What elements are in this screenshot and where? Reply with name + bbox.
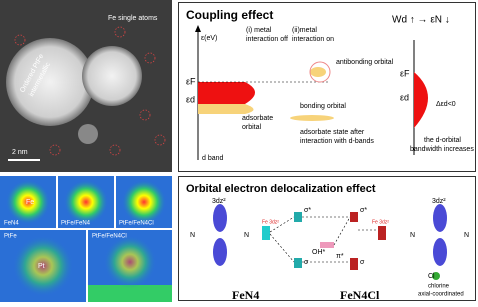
label: Cl — [428, 273, 435, 280]
label: adsorbate — [242, 115, 273, 122]
label: N — [464, 232, 469, 239]
shape — [213, 238, 227, 266]
label: σ* — [304, 207, 311, 214]
label: axial-coordinated — [418, 292, 464, 298]
page: {"micrograph": {"label_line1": "Ordered … — [0, 0, 478, 302]
shape — [320, 242, 334, 248]
shape — [213, 204, 227, 232]
shape — [350, 258, 358, 270]
label: N — [190, 232, 195, 239]
shape — [78, 124, 98, 144]
label: adsorbate state after — [300, 129, 365, 136]
shape — [262, 226, 270, 240]
shape — [310, 67, 326, 77]
label: antibonding orbital — [336, 59, 394, 66]
label: FeN4Cl — [340, 288, 380, 302]
label: PtFe/FeN4Cl — [92, 234, 127, 240]
shape — [294, 258, 302, 268]
label: PtFe/FeN4 — [61, 221, 91, 227]
label: σ — [360, 259, 365, 266]
label: εd — [400, 92, 409, 102]
label: (ii)metal — [292, 27, 317, 34]
label: N — [410, 232, 415, 239]
label: Orbital electron delocalization effect — [186, 183, 376, 195]
label: εF — [400, 68, 410, 78]
label: FeN4 — [4, 221, 19, 227]
shape — [104, 236, 156, 288]
shape — [198, 82, 255, 104]
label: Fe — [26, 199, 34, 206]
label: Coupling effect — [186, 8, 273, 22]
shape — [6, 38, 94, 126]
label: bonding orbital — [300, 103, 346, 110]
label: N — [244, 232, 249, 239]
label: 2 nm — [12, 149, 28, 156]
shape — [433, 204, 447, 232]
group — [0, 176, 172, 302]
label: εF — [186, 76, 196, 86]
shape — [122, 180, 166, 224]
figure: Ordered PtFe intermetallic Fe single ato… — [0, 0, 478, 302]
shape — [350, 212, 358, 222]
label: the d-orbital — [424, 137, 461, 144]
label: Wd ↑ → εN ↓ — [392, 15, 450, 26]
label: π* — [336, 253, 344, 260]
label: chlorine — [428, 284, 450, 290]
shape — [198, 104, 254, 114]
label: OH* — [312, 249, 326, 256]
label: ε(eV) — [201, 35, 217, 42]
shape — [290, 115, 334, 121]
label: 3dz² — [212, 198, 226, 205]
label: interaction off — [246, 36, 288, 43]
label: εd — [186, 94, 195, 104]
shape — [433, 238, 447, 266]
shape — [82, 46, 142, 106]
label: interaction on — [292, 36, 334, 43]
label: σ* — [360, 207, 367, 214]
label: d band — [202, 155, 224, 162]
label: interaction with d-bands — [300, 138, 374, 145]
label: Fe single atoms — [108, 15, 158, 22]
label: orbital — [242, 124, 262, 131]
label: Fe 3dz² — [262, 219, 279, 225]
shape — [294, 212, 302, 222]
label: Pt — [38, 263, 45, 270]
label: Δεd<0 — [436, 101, 456, 108]
shape — [64, 180, 108, 224]
label: bandwidth increases — [410, 146, 474, 153]
shape — [179, 177, 476, 301]
shape — [378, 226, 386, 240]
label: FeN4 — [232, 288, 259, 302]
label: (i) metal — [246, 27, 272, 34]
label: 3dz² — [432, 198, 446, 205]
label: PtFe/FeN4Cl — [119, 221, 154, 227]
label: Fe 3dz² — [372, 219, 389, 225]
label: σ — [304, 259, 309, 266]
label: PtFe — [4, 234, 17, 240]
